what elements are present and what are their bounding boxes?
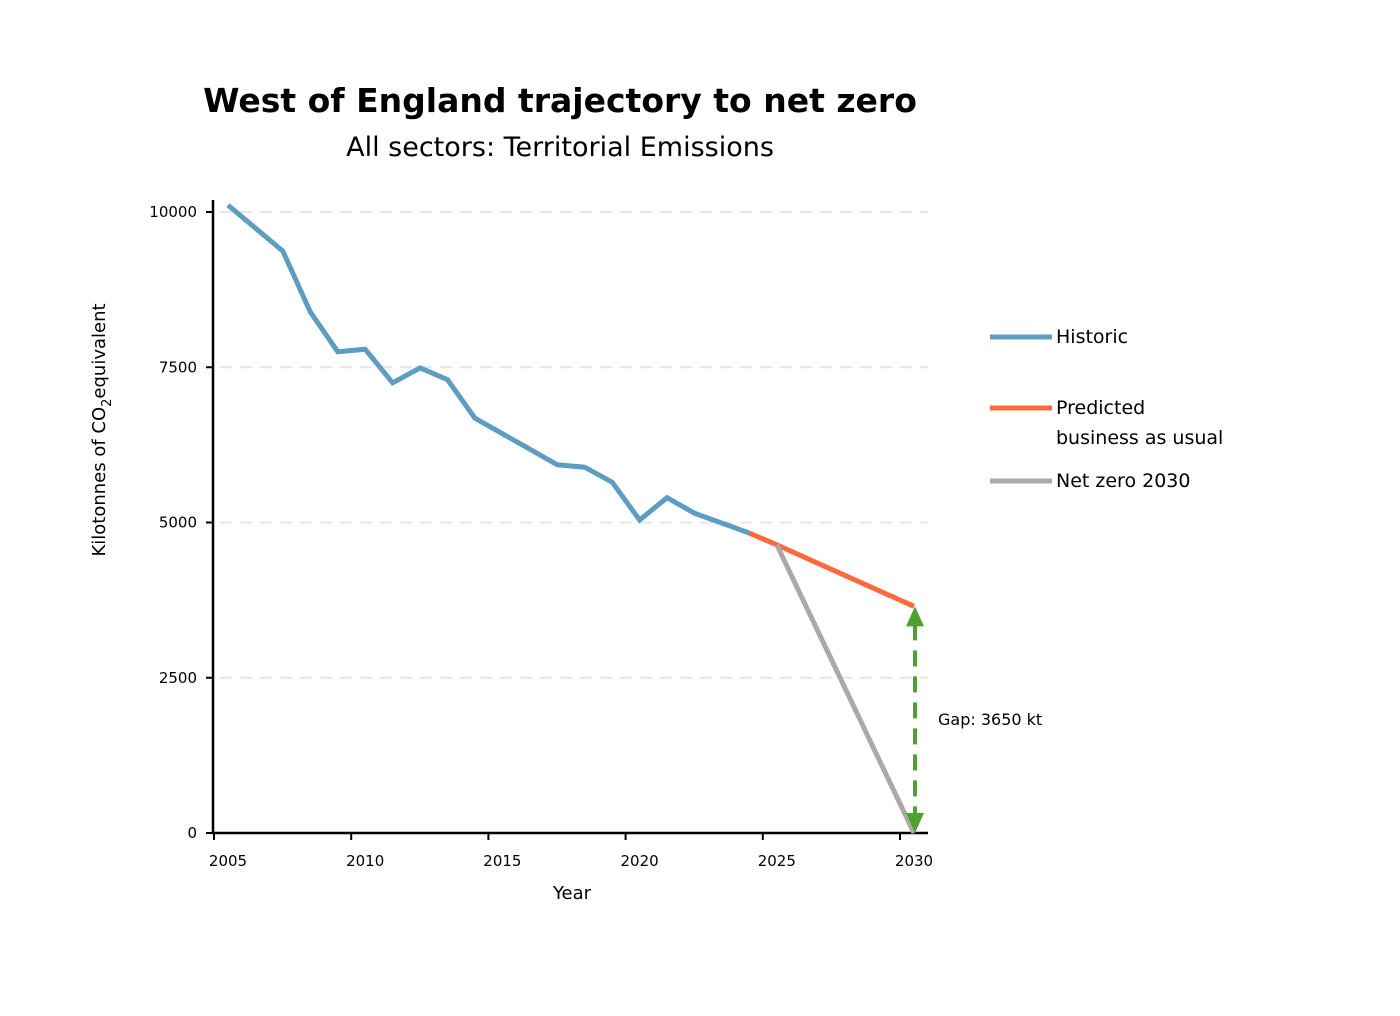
series-line-predicted xyxy=(748,530,916,609)
x-tick-label: 2015 xyxy=(483,852,521,870)
y-axis-label: Kilotonnes of CO2equivalent xyxy=(89,303,115,556)
y-tick-label: 5000 xyxy=(159,514,197,532)
gap-annotation xyxy=(906,606,924,833)
x-tick-label: 2025 xyxy=(758,852,796,870)
series-line-netzero xyxy=(774,543,917,835)
series-line-historic xyxy=(226,203,751,536)
legend-label-predicted-line2: business as usual xyxy=(1056,427,1223,449)
legend-label-historic: Historic xyxy=(1056,326,1128,348)
x-tick-label: 2010 xyxy=(346,852,384,870)
gap-arrow-head-down xyxy=(906,813,924,833)
gridlines xyxy=(220,211,928,679)
x-tick-label: 2005 xyxy=(209,852,247,870)
y-axis-label-subscript: 2 xyxy=(100,399,115,407)
y-axis-label-end: equivalent xyxy=(89,303,110,398)
y-tick-label: 0 xyxy=(187,824,197,842)
ticks: 0 2500 5000 7500 10000 2005 2010 2015 2020 2025 20… xyxy=(149,203,933,870)
gap-label: Gap: 3650 kt xyxy=(938,710,1042,729)
legend-label-predicted-line1: Predicted xyxy=(1056,397,1145,419)
axes xyxy=(211,200,928,835)
chart-subtitle: All sectors: Territorial Emissions xyxy=(346,132,774,163)
legend: Historic Predicted business as usual Net … xyxy=(990,326,1223,492)
legend-label-netzero: Net zero 2030 xyxy=(1056,470,1190,492)
chart-title: West of England trajectory to net zero xyxy=(203,81,917,120)
gap-arrow-head-up xyxy=(906,606,924,627)
y-tick-label: 10000 xyxy=(149,203,197,221)
x-tick-label: 2020 xyxy=(621,852,659,870)
x-axis-label: Year xyxy=(552,883,592,904)
x-tick-label: 2030 xyxy=(895,852,933,870)
y-tick-label: 2500 xyxy=(159,669,197,687)
y-axis-label-main: Kilotonnes of CO xyxy=(89,407,110,557)
series-lines xyxy=(226,203,917,835)
y-tick-label: 7500 xyxy=(159,358,197,376)
legend-label-predicted: Predicted business as usual xyxy=(1056,397,1223,449)
